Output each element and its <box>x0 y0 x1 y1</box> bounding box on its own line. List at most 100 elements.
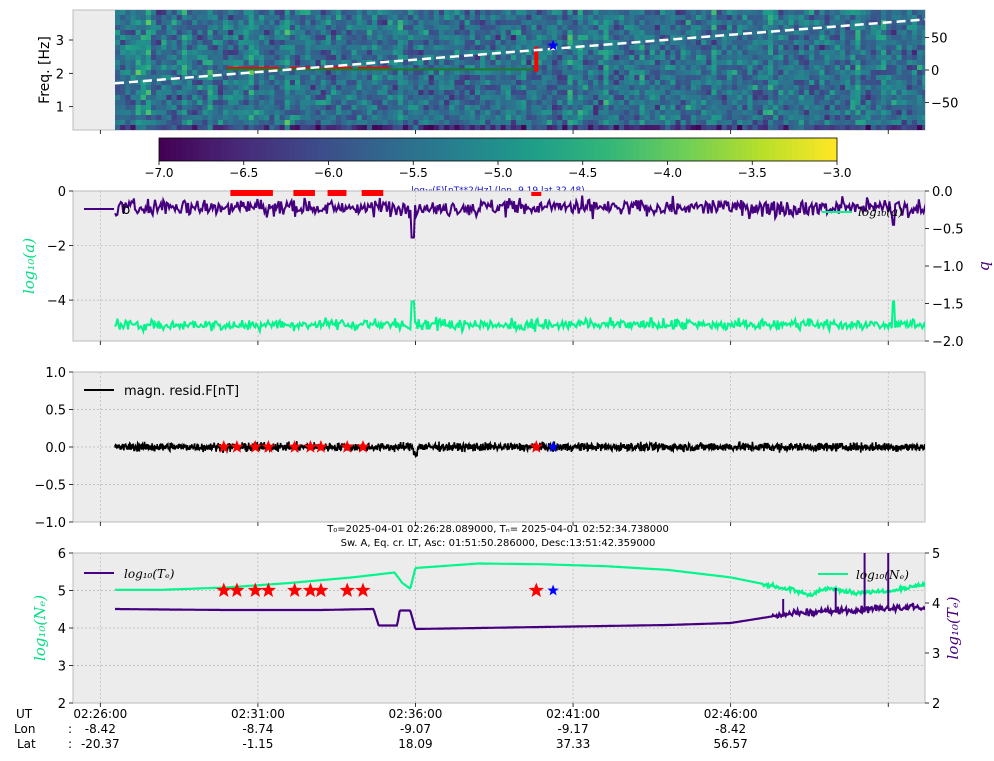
spectrogram-cell <box>454 80 460 86</box>
spectrogram-cell <box>624 65 630 71</box>
spectrogram-cell <box>521 65 527 71</box>
spectrogram-cell <box>510 95 517 101</box>
spectrogram-cell <box>294 95 301 101</box>
spectrogram-cell <box>284 10 291 16</box>
spectrogram-cell <box>845 40 851 46</box>
spectrogram-cell <box>582 115 589 121</box>
spectrogram-cell <box>408 75 414 81</box>
spectrogram-cell <box>382 70 388 76</box>
spectrogram-cell <box>552 55 558 61</box>
spectrogram-cell <box>454 15 460 21</box>
spectrogram-cell <box>125 85 131 91</box>
spectrogram-cell <box>531 85 537 91</box>
spectrogram-cell <box>516 15 522 21</box>
spectrogram-cell <box>392 10 399 16</box>
spectrogram-cell <box>526 35 532 41</box>
spectrogram-cell <box>279 15 286 21</box>
spectrogram-cell <box>176 10 183 16</box>
spectrogram-cell <box>125 110 131 116</box>
spectrogram-cell <box>737 25 743 31</box>
spectrogram-cell <box>135 55 142 61</box>
spectrogram-cell <box>870 110 877 116</box>
spectrogram-cell <box>413 120 419 126</box>
spectrogram-cell <box>382 35 388 41</box>
spectrogram-cell <box>624 80 630 86</box>
spectrogram-cell <box>516 20 522 26</box>
spectrogram-cell <box>608 65 615 71</box>
spectrogram-cell <box>480 100 486 106</box>
spectrogram-cell <box>855 40 861 46</box>
spectrogram-cell <box>248 125 255 130</box>
colorbar-cell <box>577 138 584 161</box>
spectrogram-cell <box>567 120 573 126</box>
spectrogram-cell <box>552 25 558 31</box>
colorbar-cell <box>605 138 612 161</box>
spectrogram-cell <box>377 120 383 126</box>
spectrogram-cell <box>125 20 131 26</box>
spectrogram-cell <box>624 95 630 101</box>
spectrogram-cell <box>264 30 270 36</box>
spectrogram-cell <box>767 35 774 41</box>
spectrogram-cell <box>238 15 244 21</box>
spectrogram-cell <box>557 95 563 101</box>
spectrogram-cell <box>253 90 260 96</box>
spectrogram-cell <box>557 80 563 86</box>
spectrogram-cell <box>608 10 615 16</box>
spectrogram-cell <box>505 70 512 76</box>
spectrogram-cell <box>572 90 579 96</box>
spectrogram-cell <box>670 115 676 121</box>
spectrogram-cell <box>444 60 450 66</box>
spectrogram-cell <box>325 95 332 101</box>
spectrogram-cell <box>469 125 476 130</box>
colorbar-cell <box>221 138 228 161</box>
spectrogram-cell <box>608 55 615 61</box>
spectrogram-cell <box>531 120 537 126</box>
spectrogram-y2tick-label: 0 <box>931 64 939 79</box>
spectrogram-cell <box>187 40 193 46</box>
spectrogram-cell <box>803 105 810 111</box>
spectrogram-cell <box>788 125 795 130</box>
spectrogram-cell <box>516 25 522 31</box>
spectrogram-cell <box>510 100 517 106</box>
colorbar-cell <box>644 138 652 161</box>
spectrogram-cell <box>680 65 687 71</box>
spectrogram-cell <box>156 70 162 76</box>
spectrogram-cell <box>865 55 872 61</box>
spectrogram-cell <box>803 90 810 96</box>
spectrogram-cell <box>274 100 280 106</box>
spectrogram-cell <box>716 80 723 86</box>
spectrogram-cell <box>300 50 306 56</box>
spectrogram-cell <box>701 90 707 96</box>
spectrogram-cell <box>552 15 558 21</box>
spectrogram-cell <box>665 100 671 106</box>
spectrogram-cell <box>330 100 337 106</box>
spectrogram-cell <box>423 25 430 31</box>
spectrogram-cell <box>361 20 368 26</box>
spectrogram-cell <box>927 85 933 90</box>
spectrogram-cell <box>294 125 301 130</box>
spectrogram-cell <box>860 110 867 116</box>
spectrogram-cell <box>747 25 753 31</box>
spectrogram-cell <box>485 120 491 126</box>
spectrogram-cell <box>433 110 440 116</box>
spectrogram-cell <box>881 75 887 81</box>
spectrogram-cell <box>418 30 424 36</box>
spectrogram-cell <box>706 25 712 31</box>
colorbar-tick-label: −4.0 <box>653 166 682 180</box>
spectrogram-cell <box>567 110 573 116</box>
spectrogram-cell <box>145 115 152 121</box>
spectrogram-cell <box>762 110 769 116</box>
colorbar-cell <box>249 138 256 161</box>
spectrogram-cell <box>767 70 774 76</box>
spectrogram-cell <box>156 95 162 101</box>
spectrogram-cell <box>824 80 831 86</box>
spectrogram-cell <box>906 105 913 111</box>
spectrogram-cell <box>351 55 358 61</box>
spectrogram-cell <box>490 10 496 16</box>
spectrogram-cell <box>582 25 589 31</box>
spectrogram-cell <box>274 10 280 16</box>
spectrogram-cell <box>346 45 352 51</box>
spectrogram-cell <box>474 50 481 56</box>
colorbar-cell <box>791 138 798 161</box>
